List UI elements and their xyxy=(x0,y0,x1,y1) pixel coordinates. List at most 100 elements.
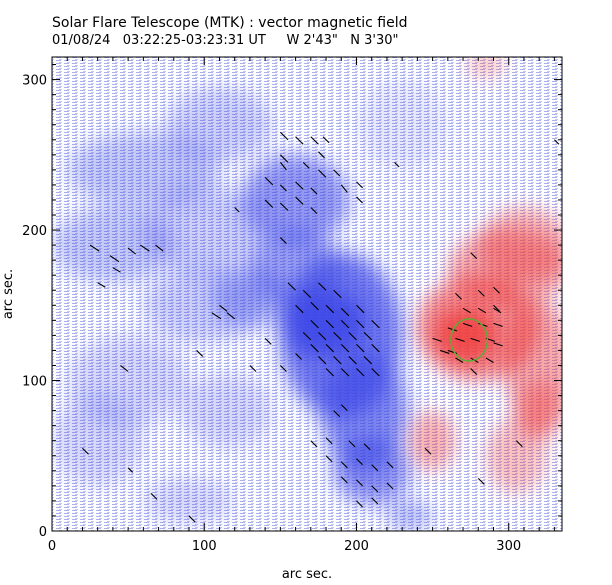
field-vector-68 xyxy=(196,350,204,357)
y-tick-label: 300 xyxy=(22,74,47,89)
field-vector-36 xyxy=(295,304,304,314)
negative-field-region-17 xyxy=(143,478,235,524)
field-vector-110 xyxy=(493,342,503,347)
field-vector-81 xyxy=(340,476,348,484)
negative-field-region-8 xyxy=(52,207,174,283)
field-vector-86 xyxy=(371,497,379,505)
negative-field-region-15 xyxy=(356,79,448,170)
transverse-field-vectors xyxy=(82,131,562,523)
field-vector-51 xyxy=(310,344,319,353)
field-vector-33 xyxy=(302,289,312,299)
chart-subtitle: 01/08/24 03:22:25-03:23:31 UT W 2'43" N … xyxy=(52,33,399,48)
plot-frame xyxy=(51,56,563,532)
positive-field-region-7 xyxy=(467,57,505,77)
field-vector-1 xyxy=(295,136,304,145)
field-vector-20 xyxy=(279,161,287,171)
field-vector-25 xyxy=(139,244,150,252)
field-vector-113 xyxy=(470,252,478,260)
field-vector-37 xyxy=(310,301,319,311)
field-vector-8 xyxy=(264,176,274,186)
negative-field-region-14 xyxy=(166,87,273,163)
field-vector-108 xyxy=(432,337,442,342)
field-vector-26 xyxy=(155,244,164,252)
field-vector-62 xyxy=(356,368,365,377)
field-vector-70 xyxy=(333,410,341,418)
x-axis-label: arc sec. xyxy=(282,567,332,582)
field-vector-61 xyxy=(340,368,350,377)
positive-field-region-4 xyxy=(478,207,562,283)
field-vector-83 xyxy=(371,485,379,493)
field-vector-43 xyxy=(340,319,350,329)
field-vector-63 xyxy=(371,368,380,377)
field-vector-46 xyxy=(302,331,312,341)
umbra-contour xyxy=(450,318,489,362)
field-vector-41 xyxy=(310,319,319,329)
field-vector-18 xyxy=(356,196,363,204)
field-vector-89 xyxy=(150,492,158,500)
field-vector-9 xyxy=(279,184,287,192)
field-vector-57 xyxy=(333,356,342,365)
field-vector-76 xyxy=(325,455,333,463)
field-vector-21 xyxy=(318,151,325,159)
field-vector-42 xyxy=(325,319,335,329)
field-vector-112 xyxy=(493,304,500,312)
field-vector-92 xyxy=(455,337,465,342)
field-vector-40 xyxy=(356,304,365,314)
field-vector-93 xyxy=(470,337,480,342)
field-vector-96 xyxy=(462,322,473,327)
field-vector-79 xyxy=(371,464,379,472)
field-vector-73 xyxy=(325,437,333,445)
field-vector-27 xyxy=(219,304,228,312)
field-vector-10 xyxy=(295,181,304,190)
field-vector-16 xyxy=(295,196,304,205)
field-vector-23 xyxy=(109,255,120,263)
negative-polarity-field xyxy=(52,79,448,531)
field-vector-53 xyxy=(340,344,350,353)
field-vector-98 xyxy=(493,322,503,327)
x-tick-label: 100 xyxy=(192,539,217,554)
field-vector-105 xyxy=(455,292,462,300)
field-vector-72 xyxy=(310,440,318,448)
field-vector-84 xyxy=(386,482,394,490)
y-tick-label: 0 xyxy=(39,525,47,540)
positive-polarity-field xyxy=(409,57,562,494)
field-vector-14 xyxy=(264,199,274,208)
field-vector-118 xyxy=(561,365,562,367)
field-vector-90 xyxy=(188,515,196,523)
field-vector-64 xyxy=(264,337,272,345)
negative-field-region-12 xyxy=(52,395,144,486)
field-vector-12 xyxy=(340,184,348,193)
field-vector-115 xyxy=(477,477,485,485)
field-vector-87 xyxy=(82,447,89,455)
field-vector-78 xyxy=(356,458,363,466)
field-vector-58 xyxy=(348,356,357,365)
field-vector-4 xyxy=(279,154,289,163)
negative-field-region-9 xyxy=(143,184,266,276)
field-vector-45 xyxy=(371,319,380,329)
field-vector-66 xyxy=(279,365,287,372)
x-tick-label: 300 xyxy=(496,539,521,554)
field-vector-34 xyxy=(318,282,327,291)
positive-field-region-5 xyxy=(409,410,456,471)
field-vector-3 xyxy=(322,136,330,144)
field-vector-56 xyxy=(318,356,327,365)
negative-field-region-16 xyxy=(386,500,433,531)
field-vector-55 xyxy=(371,344,380,353)
field-vector-104 xyxy=(493,307,502,314)
field-vector-77 xyxy=(340,461,348,469)
x-tick-label: 200 xyxy=(344,539,369,554)
field-vector-82 xyxy=(356,479,363,487)
field-vector-117 xyxy=(554,139,560,145)
field-vector-24 xyxy=(127,247,137,255)
field-vector-44 xyxy=(356,319,365,329)
field-vector-52 xyxy=(325,344,335,353)
field-vector-59 xyxy=(363,356,373,365)
chart-title: Solar Flare Telescope (MTK) : vector mag… xyxy=(52,15,408,31)
field-vector-101 xyxy=(485,357,494,363)
field-vector-29 xyxy=(211,312,222,320)
field-vector-30 xyxy=(97,282,106,288)
field-vector-103 xyxy=(477,307,487,314)
field-vector-39 xyxy=(340,307,350,317)
field-vector-32 xyxy=(287,282,296,291)
field-vector-99 xyxy=(455,357,464,363)
